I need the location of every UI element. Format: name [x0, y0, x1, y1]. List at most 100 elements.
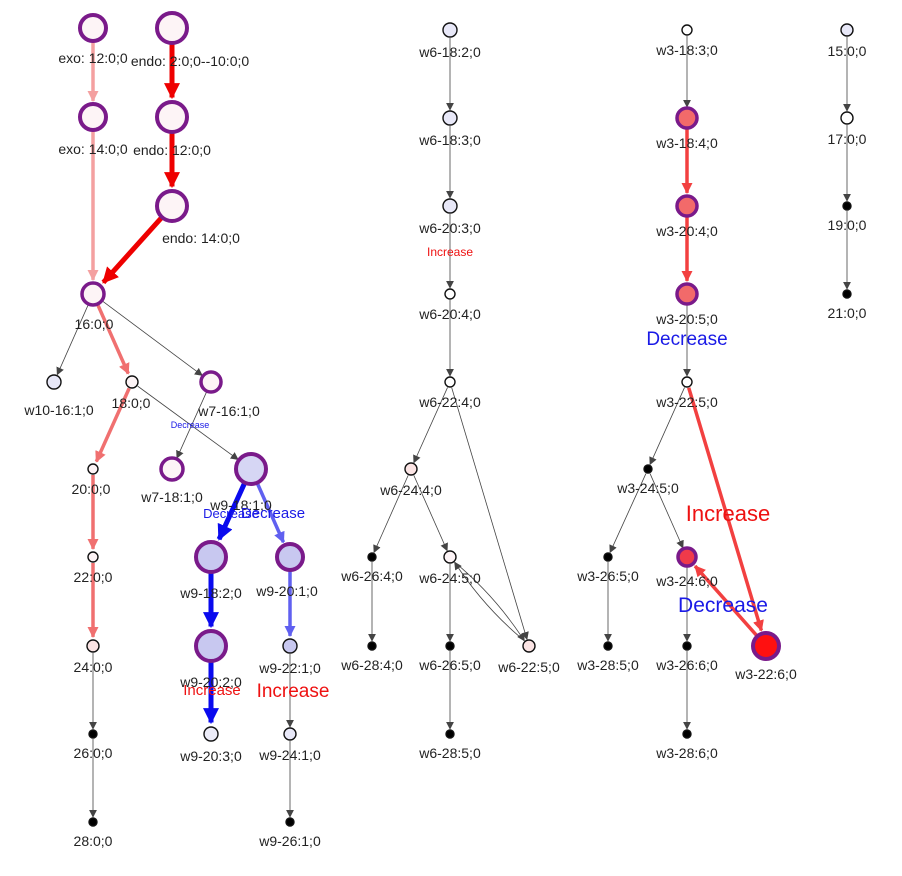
node-w3_20_4 — [675, 194, 699, 218]
node-label-w9_22_1: w9-22:1;0 — [258, 660, 321, 676]
node-w3_24_5 — [643, 464, 653, 474]
edge-w3_24_5-to-w3_26_5 — [609, 473, 647, 554]
node-label-w6_18_3: w6-18:3;0 — [418, 132, 481, 148]
node-label-endo14: endo: 14:0;0 — [162, 230, 240, 246]
node-label-w9_20_1: w9-20:1;0 — [255, 583, 318, 599]
node-w6_24_4 — [404, 462, 418, 476]
node-label-w3_28_6: w3-28:6;0 — [655, 745, 718, 761]
node-endo12 — [155, 100, 189, 134]
node-w6_28_5 — [445, 729, 455, 739]
edge-w6_24_4-to-w6_26_4 — [373, 475, 409, 554]
node-n20 — [87, 463, 99, 475]
node-label-w7_18_1: w7-18:1;0 — [140, 489, 203, 505]
node-label-w3_22_5: w3-22:5;0 — [655, 394, 718, 410]
node-w7_18_1 — [159, 456, 185, 482]
node-w3_24_6 — [676, 546, 698, 568]
edge-n18-to-n20 — [94, 387, 131, 463]
node-label-n22: 22:0;0 — [74, 569, 113, 585]
annotation-w3_decrease_top: Decrease — [646, 329, 727, 350]
node-label-w9_26_1: w9-26:1;0 — [258, 833, 321, 849]
node-label-n17: 17:0;0 — [828, 131, 867, 147]
node-label-n21: 21:0;0 — [828, 305, 867, 321]
node-label-w3_24_5: w3-24:5;0 — [616, 480, 679, 496]
node-endo14 — [155, 189, 189, 223]
node-label-w6_28_5: w6-28:5;0 — [418, 745, 481, 761]
edge-w6_22_4-to-w6_24_4 — [413, 387, 448, 464]
node-n17 — [840, 111, 854, 125]
edge-w3_22_5-to-w3_22_6 — [687, 387, 764, 632]
node-label-n15: 15:0;0 — [828, 43, 867, 59]
node-label-n19: 19:0;0 — [828, 217, 867, 233]
node-w3_28_5 — [603, 641, 613, 651]
node-w3_22_5 — [681, 376, 693, 388]
node-label-w3_26_5: w3-26:5;0 — [576, 568, 639, 584]
edge-n16-to-w7_16_1 — [102, 300, 203, 376]
node-w3_22_6 — [751, 631, 781, 661]
node-n19 — [842, 201, 852, 211]
node-w10_16_1 — [46, 374, 62, 390]
node-w9_26_1 — [285, 817, 295, 827]
node-label-w9_20_3: w9-20:3;0 — [179, 748, 242, 764]
edge-w9_18_1-to-w9_20_1 — [255, 482, 286, 544]
node-n28 — [88, 817, 98, 827]
node-w3_18_3 — [681, 24, 693, 36]
annotation-w3_decrease_bottom: Decrease — [678, 594, 768, 617]
edge-w3_24_5-to-w3_24_6 — [649, 473, 684, 549]
edge-endo14-to-n16 — [101, 216, 164, 285]
edge-w6_24_4-to-w6_24_5 — [413, 475, 448, 552]
edge-w6_24_5-to-w6_22_5 — [454, 561, 525, 642]
node-label-w9_18_1: w9-18:1;0 — [209, 497, 272, 513]
annotation-w9_increase_right: Increase — [257, 681, 330, 702]
node-w3_26_5 — [603, 552, 613, 562]
node-label-w3_18_3: w3-18:3;0 — [655, 42, 718, 58]
node-n15 — [840, 23, 854, 37]
node-w6_18_2 — [442, 22, 458, 38]
edge-n16-to-n18 — [96, 304, 130, 375]
node-w6_26_5 — [445, 641, 455, 651]
node-label-w9_24_1: w9-24:1;0 — [258, 747, 321, 763]
annotation-w7_decrease: Decrease — [171, 420, 210, 430]
node-w3_18_4 — [675, 106, 699, 130]
node-label-n26: 26:0;0 — [74, 745, 113, 761]
labels-layer: exo: 12:0;0 endo: 2:0;0--10:0;0 exo: 14:0;… — [23, 42, 866, 849]
node-w9_20_2 — [194, 629, 228, 663]
node-w6_22_5 — [522, 639, 536, 653]
node-w6_20_4 — [444, 288, 456, 300]
annotation-w3_increase: Increase — [686, 501, 770, 526]
edge-n18-to-w9_18_1 — [137, 385, 239, 461]
node-n24 — [86, 639, 100, 653]
node-n22 — [87, 551, 99, 563]
node-w6_18_3 — [442, 110, 458, 126]
node-label-w10_16_1: w10-16:1;0 — [23, 402, 93, 418]
node-w6_22_4 — [444, 376, 456, 388]
node-label-exo14: exo: 14:0;0 — [58, 141, 127, 157]
edge-w9_18_1-to-w9_18_2 — [216, 482, 247, 541]
node-label-w6_22_5: w6-22:5;0 — [497, 659, 560, 675]
node-label-w6_22_4: w6-22:4;0 — [418, 394, 481, 410]
node-w3_28_6 — [682, 729, 692, 739]
node-label-endo2: endo: 2:0;0--10:0;0 — [131, 53, 250, 69]
node-exo14 — [78, 102, 108, 132]
node-label-w7_16_1: w7-16:1;0 — [197, 403, 260, 419]
node-label-w3_18_4: w3-18:4;0 — [655, 135, 718, 151]
node-label-n28: 28:0;0 — [74, 833, 113, 849]
node-endo2 — [155, 11, 189, 45]
node-w3_26_6 — [682, 641, 692, 651]
edge-n16-to-w10_16_1 — [56, 304, 89, 376]
edge-w3_22_5-to-w3_24_5 — [649, 387, 685, 466]
edge-w7_16_1-to-w7_18_1 — [176, 391, 207, 459]
annotation-w9_increase_left: Increase — [183, 682, 241, 699]
node-label-n18: 18:0;0 — [112, 395, 151, 411]
node-label-w3_28_5: w3-28:5;0 — [576, 657, 639, 673]
node-w6_26_4 — [367, 552, 377, 562]
node-w9_22_1 — [282, 638, 298, 654]
edge-w3_22_6-to-w3_24_6 — [693, 564, 759, 637]
annotation-w9_decrease_right: Decrease — [241, 505, 305, 522]
node-w6_20_3 — [442, 198, 458, 214]
node-w9_18_2 — [194, 540, 228, 574]
node-w9_20_1 — [275, 542, 305, 572]
node-w3_20_5 — [675, 282, 699, 306]
node-n26 — [88, 729, 98, 739]
node-w9_20_3 — [203, 726, 219, 742]
